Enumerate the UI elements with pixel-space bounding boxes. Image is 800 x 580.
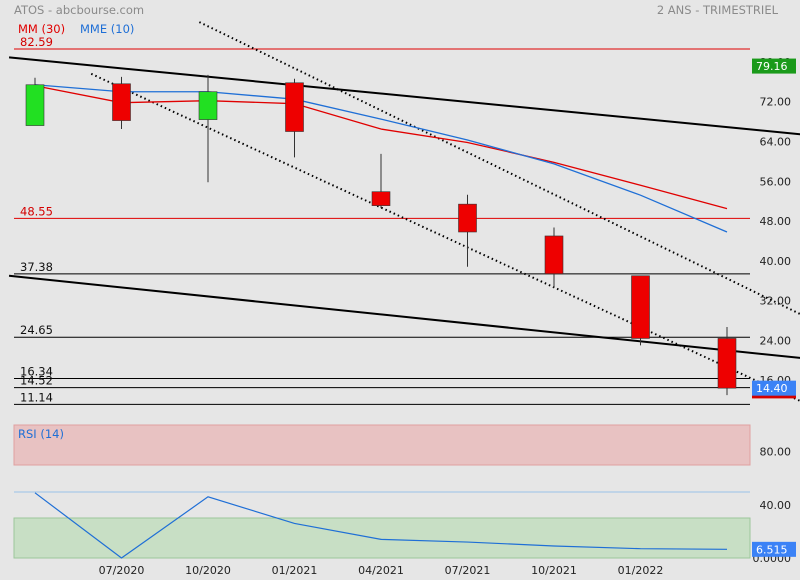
candle — [631, 275, 650, 346]
candle — [717, 326, 737, 396]
candle — [198, 74, 218, 183]
time-axis-tick: 07/2021 — [445, 564, 491, 577]
level-label: 82.59 — [20, 35, 53, 49]
time-axis-tick: 07/2020 — [99, 564, 145, 577]
price-axis-tick: 64.00 — [760, 135, 792, 148]
price-badge: 14.40 — [752, 380, 796, 396]
mm30-line — [34, 85, 728, 210]
candle-body — [112, 83, 131, 121]
candle — [25, 77, 45, 126]
rsi-line — [34, 492, 728, 559]
time-axis-tick: 01/2021 — [272, 564, 318, 577]
candle-body — [285, 82, 304, 132]
rsi-title: RSI (14) — [18, 427, 64, 441]
level-label: 24.65 — [20, 323, 53, 337]
legend-mm: MM (30) — [18, 22, 65, 36]
rsi-badge: 6.515 — [752, 541, 796, 557]
candle — [112, 76, 131, 130]
time-axis-tick: 10/2021 — [531, 564, 577, 577]
candle-body — [544, 235, 564, 275]
price-axis-tick: 48.00 — [760, 215, 792, 228]
rsi-badge-box — [752, 541, 796, 557]
rsi-oversold-zone — [13, 517, 751, 559]
candle — [371, 153, 391, 209]
symbol-source-title: ATOS - abcbourse.com — [14, 3, 144, 17]
level-label: 48.55 — [20, 204, 53, 218]
level-label: 16.34 — [20, 365, 53, 379]
price-badge-box — [752, 58, 796, 74]
candle-body — [631, 275, 650, 339]
candle — [458, 194, 477, 267]
time-axis-tick: 01/2022 — [618, 564, 664, 577]
price-badge-label: 14.40 — [756, 382, 788, 395]
candle-body — [198, 91, 218, 120]
price-axis-tick: 32.00 — [760, 295, 792, 308]
time-axis-tick: 10/2020 — [185, 564, 231, 577]
candle — [544, 227, 564, 288]
rsi-badge-label: 6.515 — [756, 543, 788, 556]
rsi-axis-tick: 80.00 — [760, 446, 792, 459]
legend-mme: MME (10) — [80, 22, 134, 36]
price-badge-label: 79.16 — [756, 60, 788, 73]
candle-body — [371, 191, 391, 206]
price-badge: 79.16 — [752, 58, 796, 74]
candle-body — [717, 338, 737, 389]
trendline — [8, 274, 800, 359]
rsi-axis-tick: 40.00 — [760, 499, 792, 512]
candle-body — [25, 84, 45, 126]
price-axis-tick: 72.00 — [760, 96, 792, 109]
price-badge-box — [752, 380, 796, 396]
mme10-line — [34, 84, 728, 233]
dotted-trendline — [198, 21, 800, 316]
time-axis-tick: 04/2021 — [358, 564, 404, 577]
level-label: 11.14 — [20, 390, 53, 404]
candle — [285, 78, 304, 158]
trendline — [8, 56, 800, 136]
dotted-trendline — [90, 72, 800, 402]
period-label: 2 ANS - TRIMESTRIEL — [657, 3, 779, 17]
price-axis-tick: 24.00 — [760, 334, 792, 347]
candle-body — [458, 203, 477, 233]
level-label: 14.52 — [20, 374, 53, 388]
level-label: 37.38 — [20, 260, 53, 274]
price-axis-tick: 56.00 — [760, 175, 792, 188]
price-axis-tick: 40.00 — [760, 255, 792, 268]
rsi-overbought-zone — [13, 424, 751, 466]
